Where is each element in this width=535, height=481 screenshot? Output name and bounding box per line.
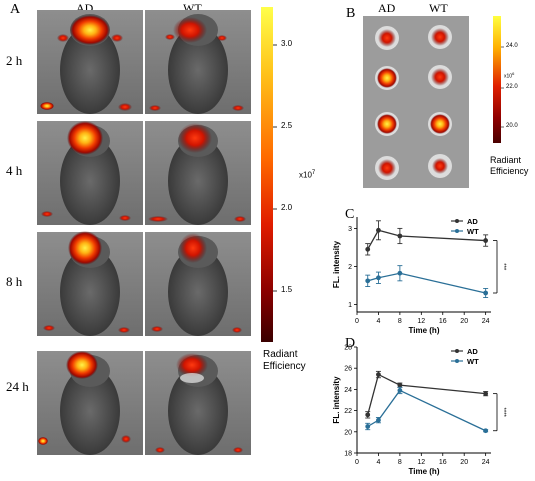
panel-b-wells	[375, 25, 452, 180]
colorbar-a-tick-0: 3.0	[281, 39, 293, 48]
x-tick-label: 0	[355, 318, 359, 325]
y-tick-label: 24	[344, 387, 352, 394]
series-line-wt	[367, 272, 486, 294]
data-point-ad	[365, 246, 371, 252]
colorbar-b-tick-0: 24.0	[506, 43, 518, 49]
x-tick-label: 4	[376, 318, 380, 325]
panel-b-label: B	[346, 6, 356, 21]
data-point-wt	[397, 270, 403, 276]
colorbar-b-tick-2: 20.0	[506, 123, 518, 129]
x-tick-label: 16	[439, 459, 447, 466]
data-point-wt	[483, 290, 489, 296]
data-point-ad	[376, 372, 381, 377]
y-axis-label: FL. intensity	[332, 240, 341, 288]
colorbar-b-title: Radiant Efficiency	[490, 155, 529, 176]
significance-label: ****	[500, 408, 506, 418]
image-ad-2h	[37, 10, 143, 114]
series-line-ad	[367, 373, 486, 416]
colorbar-a-scale: x107	[299, 170, 316, 180]
x-tick-label: 12	[417, 459, 425, 466]
x-axis-label: Time (h)	[409, 326, 440, 335]
legend-label-wt: WT	[467, 357, 479, 366]
data-point-ad	[483, 238, 489, 243]
data-point-ad	[376, 227, 381, 233]
data-point-wt	[483, 428, 489, 434]
chart-d: 0 4 8 12 16 20 24 18 20 22 24 26 28 Time (h) FL. inten…	[332, 345, 506, 477]
row-label-2h: 2 h	[6, 53, 23, 68]
x-tick-label: 0	[355, 459, 359, 466]
data-point-ad	[397, 382, 403, 388]
legend-label-wt: WT	[467, 227, 479, 236]
panel-b-column-wt: WT	[429, 1, 448, 15]
data-point-ad	[397, 233, 403, 239]
image-wt-4h	[145, 121, 251, 225]
panel-c-label: C	[345, 207, 355, 222]
legend-marker	[455, 359, 459, 363]
colorbar-a-tick-2: 2.0	[281, 203, 293, 212]
x-tick-label: 20	[460, 459, 468, 466]
data-point-wt	[376, 275, 381, 281]
y-tick-label: 2	[348, 264, 352, 271]
y-axis-label: FL. intensity	[332, 376, 341, 424]
y-tick-label: 26	[344, 366, 352, 373]
legend-label-ad: AD	[467, 217, 478, 226]
y-tick-label: 18	[344, 451, 352, 458]
series-line-wt	[367, 389, 486, 432]
data-point-wt	[365, 424, 371, 429]
x-tick-label: 8	[398, 459, 402, 466]
data-point-ad	[483, 391, 489, 397]
row-label-4h: 4 h	[6, 163, 23, 178]
colorbar-b	[493, 16, 501, 143]
row-label-24h: 24 h	[6, 379, 29, 394]
legend-marker	[455, 219, 459, 223]
image-ad-4h	[37, 121, 143, 225]
image-wt-24h	[145, 351, 251, 455]
colorbar-a-tick-1: 2.5	[281, 121, 293, 130]
x-tick-label: 24	[482, 318, 490, 325]
data-point-ad	[365, 412, 371, 418]
colorbar-b-scale: x106	[504, 71, 515, 80]
y-tick-label: 1	[348, 302, 352, 309]
image-wt-8h	[145, 232, 251, 336]
legend-label-ad: AD	[467, 347, 478, 356]
y-tick-label: 20	[344, 429, 352, 436]
panel-b-column-ad: AD	[378, 1, 396, 15]
y-tick-label: 28	[344, 345, 352, 352]
x-tick-label: 12	[417, 318, 425, 325]
colorbar-a-tick-3: 1.5	[281, 285, 293, 294]
x-tick-label: 20	[460, 318, 468, 325]
x-axis-label: Time (h)	[409, 467, 440, 476]
y-tick-label: 22	[344, 408, 352, 415]
colorbar-b-tick-1: 22.0	[506, 84, 518, 90]
legend-marker	[455, 349, 459, 353]
image-ad-24h	[37, 351, 143, 455]
image-ad-8h	[37, 231, 143, 336]
data-point-wt	[376, 417, 381, 423]
series-line-ad	[367, 229, 486, 250]
legend-marker	[455, 229, 459, 233]
significance-label: ***	[500, 263, 506, 271]
x-tick-label: 24	[482, 459, 490, 466]
colorbar-a-title: Radiant Efficiency	[263, 349, 306, 372]
image-wt-2h	[145, 10, 251, 114]
y-tick-label: 3	[348, 226, 352, 233]
colorbar-a	[261, 7, 273, 342]
x-tick-label: 4	[376, 459, 380, 466]
data-point-wt	[397, 388, 403, 393]
panel-d-label: D	[345, 336, 356, 351]
x-tick-label: 8	[398, 318, 402, 325]
data-point-wt	[365, 278, 371, 284]
panel-a-label: A	[10, 2, 21, 17]
x-tick-label: 16	[439, 318, 447, 325]
row-label-8h: 8 h	[6, 274, 23, 289]
